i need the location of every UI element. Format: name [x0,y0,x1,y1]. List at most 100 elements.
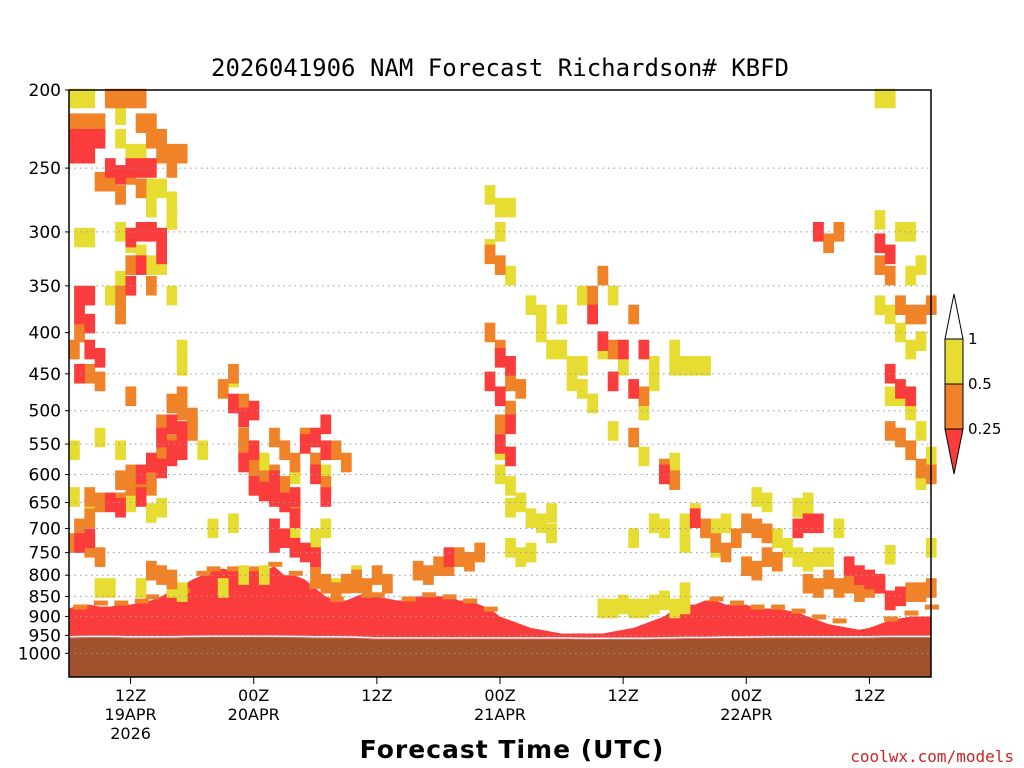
cell-0.25-0.5 [115,88,126,109]
cell-0.25 [176,421,188,441]
cell-0.25 [895,379,906,399]
cell-0.5-1 [884,304,896,325]
cell-0.25-0.5 [628,427,640,448]
cell-0.25 [310,464,321,485]
cell-0.25-0.5 [791,608,806,614]
cell-0.25-0.5 [905,582,917,602]
cell-0.5-1 [771,528,783,549]
cell-0.25 [310,427,321,448]
cell-0.25-0.5 [741,556,752,577]
cell-0.5-1 [505,476,516,496]
cell-0.25 [843,556,855,577]
cell-0.25-0.5 [741,513,752,534]
cell-0.25-0.5 [423,565,434,585]
cell-0.5-1 [166,210,178,230]
cell-0.25 [269,518,280,539]
cell-0.25 [320,487,332,507]
cell-0.25-0.5 [206,566,221,572]
cell-0.25-0.5 [895,427,906,448]
cell-0.5-1 [258,452,270,473]
ground-fill [69,637,931,677]
cell-0.25 [320,440,332,461]
cell-0.25-0.5 [700,518,711,539]
cell-0.25 [279,528,291,549]
cell-0.25-0.5 [248,458,260,479]
cell-0.5-1 [115,128,126,149]
cell-0.25 [145,452,157,473]
cell-0.5-1 [884,545,896,565]
cell-0.25 [135,255,147,275]
ytick-label-600: 600 [29,466,61,486]
cell-0.25-0.5 [905,304,917,325]
cell-0.25 [505,414,516,435]
cell-0.25-0.5 [156,440,167,461]
cell-0.25-0.5 [812,614,827,620]
cell-0.5-1 [618,594,629,615]
ytick-label-400: 400 [29,324,61,344]
xtick-label: 12Z [607,686,638,705]
cell-0.5-1 [648,371,660,392]
legend-band-lt-0.25 [944,428,964,475]
cell-0.5-1 [135,578,147,598]
cell-0.25 [587,304,598,325]
cell-0.5-1 [915,470,927,490]
legend-band-0.25-0.5 [944,383,964,430]
cell-0.25-0.5 [166,393,178,414]
cell-0.25-0.5 [279,476,291,496]
cell-0.25-0.5 [125,386,137,407]
cell-0.25-0.5 [145,113,157,134]
cell-0.5-1 [679,513,691,534]
cell-0.5-1 [505,537,516,558]
cell-0.5-1 [812,547,824,567]
cell-0.5-1 [74,227,85,248]
legend-label: 0.25 [968,420,1001,438]
cell-0.25 [320,414,332,435]
cell-0.25 [874,573,886,594]
cell-0.5-1 [576,356,588,376]
cell-0.5-1 [669,598,681,619]
cell-0.25-0.5 [74,113,85,134]
cell-0.25-0.5 [915,304,927,325]
cell-0.25-0.5 [310,452,321,473]
cell-0.25-0.5 [320,573,332,594]
cell-0.5-1 [833,518,845,539]
cell-0.25 [269,533,280,553]
cell-0.5-1 [145,503,157,523]
cell-0.5-1 [104,285,116,306]
cell-0.5-1 [823,547,835,567]
cell-0.5-1 [535,304,547,325]
cell-0.5-1 [679,356,691,376]
cell-0.5-1 [915,421,927,441]
plot-area [68,88,939,677]
cell-0.25-0.5 [515,379,527,399]
cell-0.5-1 [720,513,732,534]
cell-0.5-1 [228,513,239,534]
cell-0.5-1 [238,565,250,585]
cell-0.5-1 [104,578,116,598]
cell-0.25-0.5 [484,322,496,343]
cell-0.25-0.5 [176,386,188,407]
cell-0.5-1 [648,594,660,615]
cell-0.25-0.5 [258,470,270,490]
cell-0.5-1 [669,356,681,376]
cell-0.25 [792,518,804,539]
cell-0.25 [443,547,455,567]
xtick-year: 2026 [110,724,151,743]
cell-0.25-0.5 [84,363,96,384]
cell-0.25 [905,386,917,407]
cell-0.25 [74,533,85,553]
cell-0.25-0.5 [915,582,927,602]
cell-0.5-1 [135,143,147,164]
cell-0.5-1 [802,551,814,572]
xtick-label: 00Z [238,686,269,705]
cell-0.5-1 [505,265,516,286]
cell-0.5-1 [135,244,147,265]
cell-0.25 [248,440,260,461]
cell-0.25 [597,331,609,351]
cell-0.25 [84,285,96,306]
cell-0.25-0.5 [823,233,835,254]
cell-0.25-0.5 [288,570,303,576]
cell-0.25 [156,227,167,248]
cell-0.5-1 [648,356,660,376]
cell-0.5-1 [700,356,711,376]
